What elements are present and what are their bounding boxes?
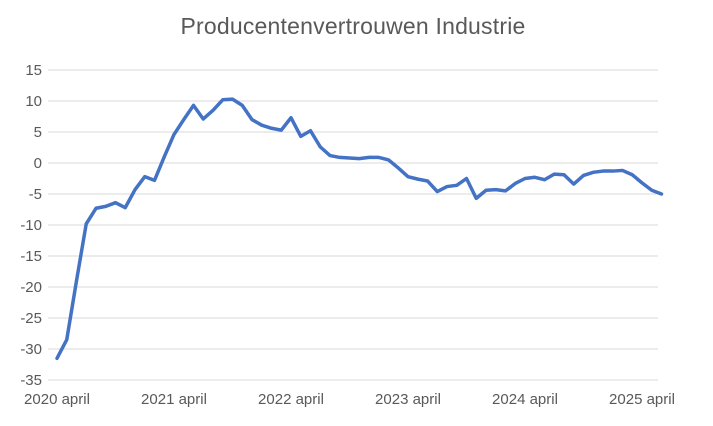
y-axis-tick-label: -30: [20, 341, 42, 358]
y-axis-tick-label: 0: [34, 155, 42, 172]
y-axis-tick-label: 10: [25, 93, 42, 110]
y-axis-tick-label: -15: [20, 248, 42, 265]
y-axis-tick-label: -20: [20, 279, 42, 296]
y-axis-tick-label: 15: [25, 62, 42, 79]
x-axis-tick-label: 2020 april: [24, 391, 90, 408]
y-axis-tick-label: -25: [20, 310, 42, 327]
x-axis-tick-label: 2024 april: [492, 391, 558, 408]
x-axis-tick-label: 2025 april: [609, 391, 675, 408]
chart-title: Producentenvertrouwen Industrie: [180, 13, 526, 39]
x-axis-tick-label: 2022 april: [258, 391, 324, 408]
y-axis-tick-label: -5: [29, 186, 42, 203]
x-axis-tick-label: 2023 april: [375, 391, 441, 408]
data-series-line: [55, 97, 664, 361]
y-axis-tick-label: -10: [20, 217, 42, 234]
y-axis-tick-label: 5: [34, 124, 42, 141]
x-axis-tick-label: 2021 april: [141, 391, 207, 408]
y-axis-tick-label: -35: [20, 372, 42, 389]
